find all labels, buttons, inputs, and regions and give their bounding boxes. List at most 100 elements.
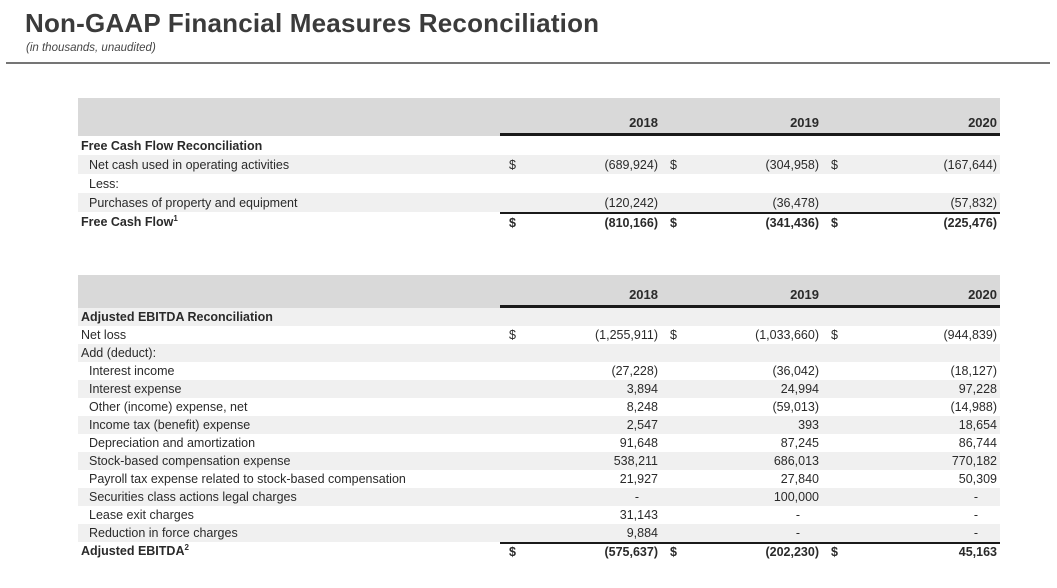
- row-label: Lease exit charges: [89, 508, 194, 522]
- value-cell: [500, 344, 661, 362]
- table-header-row: 2018 2019 2020: [78, 98, 1000, 136]
- year-label: 2020: [822, 287, 1000, 308]
- row-label: Reduction in force charges: [89, 526, 238, 540]
- value-text: -: [973, 490, 978, 504]
- table-row: Payroll tax expense related to stock-bas…: [78, 470, 1000, 488]
- value-text: (944,839): [943, 328, 997, 342]
- value-cell: 2,547: [500, 416, 661, 434]
- row-label: Add (deduct):: [81, 346, 157, 360]
- value-cell: 393: [661, 416, 822, 434]
- value-cell: -: [822, 506, 1000, 524]
- value-text: 770,182: [951, 454, 997, 468]
- value-cell: [500, 174, 661, 193]
- value-text: 100,000: [773, 490, 819, 504]
- value-text: (59,013): [772, 400, 819, 414]
- value-text: 91,648: [619, 436, 658, 450]
- table-row: Free Cash Flow Reconciliation: [78, 136, 1000, 155]
- dollar-sign: $: [509, 328, 516, 342]
- value-text: 24,994: [780, 382, 819, 396]
- value-cell: $ (810,166): [500, 212, 661, 231]
- value-cell: [822, 344, 1000, 362]
- value-text: 3,894: [626, 382, 658, 396]
- page-subtitle: (in thousands, unaudited): [26, 42, 156, 54]
- value-text: 97,228: [958, 382, 997, 396]
- value-text: 18,654: [958, 418, 997, 432]
- value-cell: 27,840: [661, 470, 822, 488]
- value-text: 393: [798, 418, 819, 432]
- row-label: Free Cash Flow1: [81, 213, 178, 229]
- free-cash-flow-table: 2018 2019 2020 Free Cash Flow Reconciliatio…: [78, 98, 1000, 231]
- value-cell: -: [822, 524, 1000, 542]
- value-text: -: [973, 508, 978, 522]
- year-label: 2018: [500, 287, 661, 308]
- value-text: (202,230): [765, 545, 819, 559]
- value-cell: -: [661, 524, 822, 542]
- value-text: 686,013: [773, 454, 819, 468]
- table-row: Reduction in force charges 9,884 - -: [78, 524, 1000, 542]
- table-row: Purchases of property and equipment (120,…: [78, 193, 1000, 212]
- value-text: 86,744: [958, 436, 997, 450]
- dollar-sign: $: [670, 215, 677, 230]
- value-cell: 86,744: [822, 434, 1000, 452]
- footnote-marker: 2: [184, 542, 189, 552]
- value-text: (225,476): [943, 215, 997, 230]
- row-label: Stock-based compensation expense: [89, 454, 291, 468]
- value-cell: [661, 174, 822, 193]
- dollar-sign: $: [831, 215, 838, 230]
- year-label: 2019: [661, 115, 822, 136]
- dollar-sign: $: [831, 545, 838, 559]
- value-cell: $ (167,644): [822, 155, 1000, 174]
- table-row: Net cash used in operating activities $ (6…: [78, 155, 1000, 174]
- value-text: (36,042): [772, 364, 819, 378]
- value-text: 87,245: [780, 436, 819, 450]
- value-text: (689,924): [604, 157, 658, 172]
- table-row: Free Cash Flow1 $ (810,166) $ (341,436) $ (225…: [78, 212, 1000, 231]
- value-text: (18,127): [950, 364, 997, 378]
- table-row: Stock-based compensation expense 538,211 6…: [78, 452, 1000, 470]
- table-row: Adjusted EBITDA2 $ (575,637) $ (202,230) $45,…: [78, 542, 1000, 560]
- value-text: (1,255,911): [594, 328, 658, 342]
- value-cell: $45,163: [822, 542, 1000, 560]
- value-text: 9,884: [626, 526, 658, 540]
- table-row: Interest income (27,228) (36,042) (18,127): [78, 362, 1000, 380]
- value-text: -: [973, 526, 978, 540]
- value-text: (14,988): [950, 400, 997, 414]
- dollar-sign: $: [670, 157, 677, 172]
- value-cell: [661, 136, 822, 155]
- value-cell: 18,654: [822, 416, 1000, 434]
- value-text: 45,163: [958, 545, 997, 559]
- table-row: Less:: [78, 174, 1000, 193]
- value-cell: $ (341,436): [661, 212, 822, 231]
- value-cell: [500, 308, 661, 326]
- row-label: Depreciation and amortization: [89, 436, 256, 450]
- table-row: Adjusted EBITDA Reconciliation: [78, 308, 1000, 326]
- table-row: Lease exit charges 31,143 - -: [78, 506, 1000, 524]
- value-cell: [661, 344, 822, 362]
- value-cell: [822, 308, 1000, 326]
- table-row: Net loss $ (1,255,911) $ (1,033,660) $ (944,83…: [78, 326, 1000, 344]
- row-label: Adjusted EBITDA Reconciliation: [81, 310, 273, 324]
- value-cell: 9,884: [500, 524, 661, 542]
- value-cell: [822, 136, 1000, 155]
- value-cell: -: [661, 506, 822, 524]
- value-text: (27,228): [611, 364, 658, 378]
- value-cell: (120,242): [500, 193, 661, 212]
- value-cell: $ (1,255,911): [500, 326, 661, 344]
- value-cell: (14,988): [822, 398, 1000, 416]
- value-text: 50,309: [958, 472, 997, 486]
- row-label: Net cash used in operating activities: [89, 157, 290, 172]
- value-text: (304,958): [765, 157, 819, 172]
- value-cell: -: [822, 488, 1000, 506]
- page-title: Non-GAAP Financial Measures Reconciliati…: [25, 8, 600, 38]
- value-cell: $ (1,033,660): [661, 326, 822, 344]
- row-label: Securities class actions legal charges: [89, 490, 297, 504]
- value-text: 8,248: [626, 400, 658, 414]
- row-label: Payroll tax expense related to stock-bas…: [89, 472, 406, 486]
- value-text: 538,211: [613, 454, 658, 468]
- value-cell: 87,245: [661, 434, 822, 452]
- dollar-sign: $: [670, 328, 677, 342]
- value-text: 21,927: [619, 472, 658, 486]
- value-cell: 100,000: [661, 488, 822, 506]
- value-cell: (59,013): [661, 398, 822, 416]
